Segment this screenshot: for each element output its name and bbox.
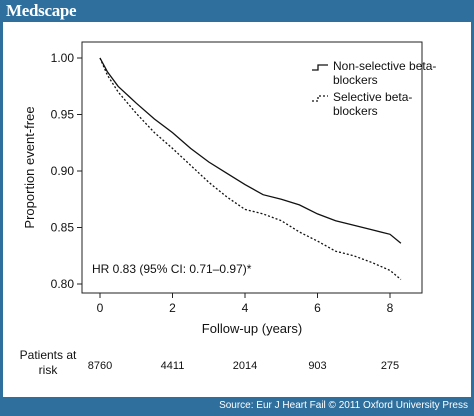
risk-count: 2014: [233, 360, 257, 372]
header-bar: Medscape: [0, 0, 474, 22]
x-tick-label: 4: [242, 301, 249, 315]
risk-table-label-line2: risk: [39, 363, 59, 377]
y-tick-label: 0.80: [51, 277, 75, 291]
hazard-ratio-annotation: HR 0.83 (95% CI: 0.71–0.97)*: [92, 262, 252, 276]
x-tick-label: 8: [387, 301, 394, 315]
legend-label-0: Non-selective beta-blockers: [333, 59, 436, 87]
source-credit: Source: Eur J Heart Fail © 2011 Oxford U…: [219, 400, 468, 411]
series-line-0: [99, 57, 402, 244]
x-axis-label: Follow-up (years): [202, 321, 302, 336]
left-border: [0, 22, 3, 397]
y-axis-label: Proportion event-free: [22, 106, 37, 228]
legend-label-1: Selective beta-blockers: [333, 90, 412, 118]
chart-axes: 0.80 0.85 0.90 0.95 1.00 0 2 4 6 8 Follow-up (year…: [22, 41, 423, 336]
legend-symbol-0: [312, 64, 328, 71]
footer-bar: Source: Eur J Heart Fail © 2011 Oxford U…: [0, 397, 474, 416]
chart-series: [99, 57, 402, 280]
plot-area: [81, 41, 423, 294]
y-tick-label: 0.85: [51, 221, 75, 235]
risk-count: 275: [381, 360, 399, 372]
y-tick-label: 0.90: [51, 164, 75, 178]
risk-count: 903: [308, 360, 326, 372]
risk-count: 4411: [161, 360, 185, 372]
right-border: [471, 22, 474, 397]
x-tick-label: 2: [169, 301, 176, 315]
x-tick-label: 6: [314, 301, 321, 315]
legend-symbol-1: [312, 95, 328, 102]
risk-count: 8760: [88, 360, 112, 372]
y-tick-label: 1.00: [51, 51, 75, 65]
medscape-logo: Medscape: [6, 1, 77, 20]
y-tick-label: 0.95: [51, 108, 75, 122]
series-line-1: [99, 57, 402, 280]
risk-table-label-line1: Patients at: [20, 348, 77, 362]
chart-legend: Non-selective beta-blockers Selective bet…: [312, 59, 436, 118]
x-tick-label: 0: [97, 301, 104, 315]
